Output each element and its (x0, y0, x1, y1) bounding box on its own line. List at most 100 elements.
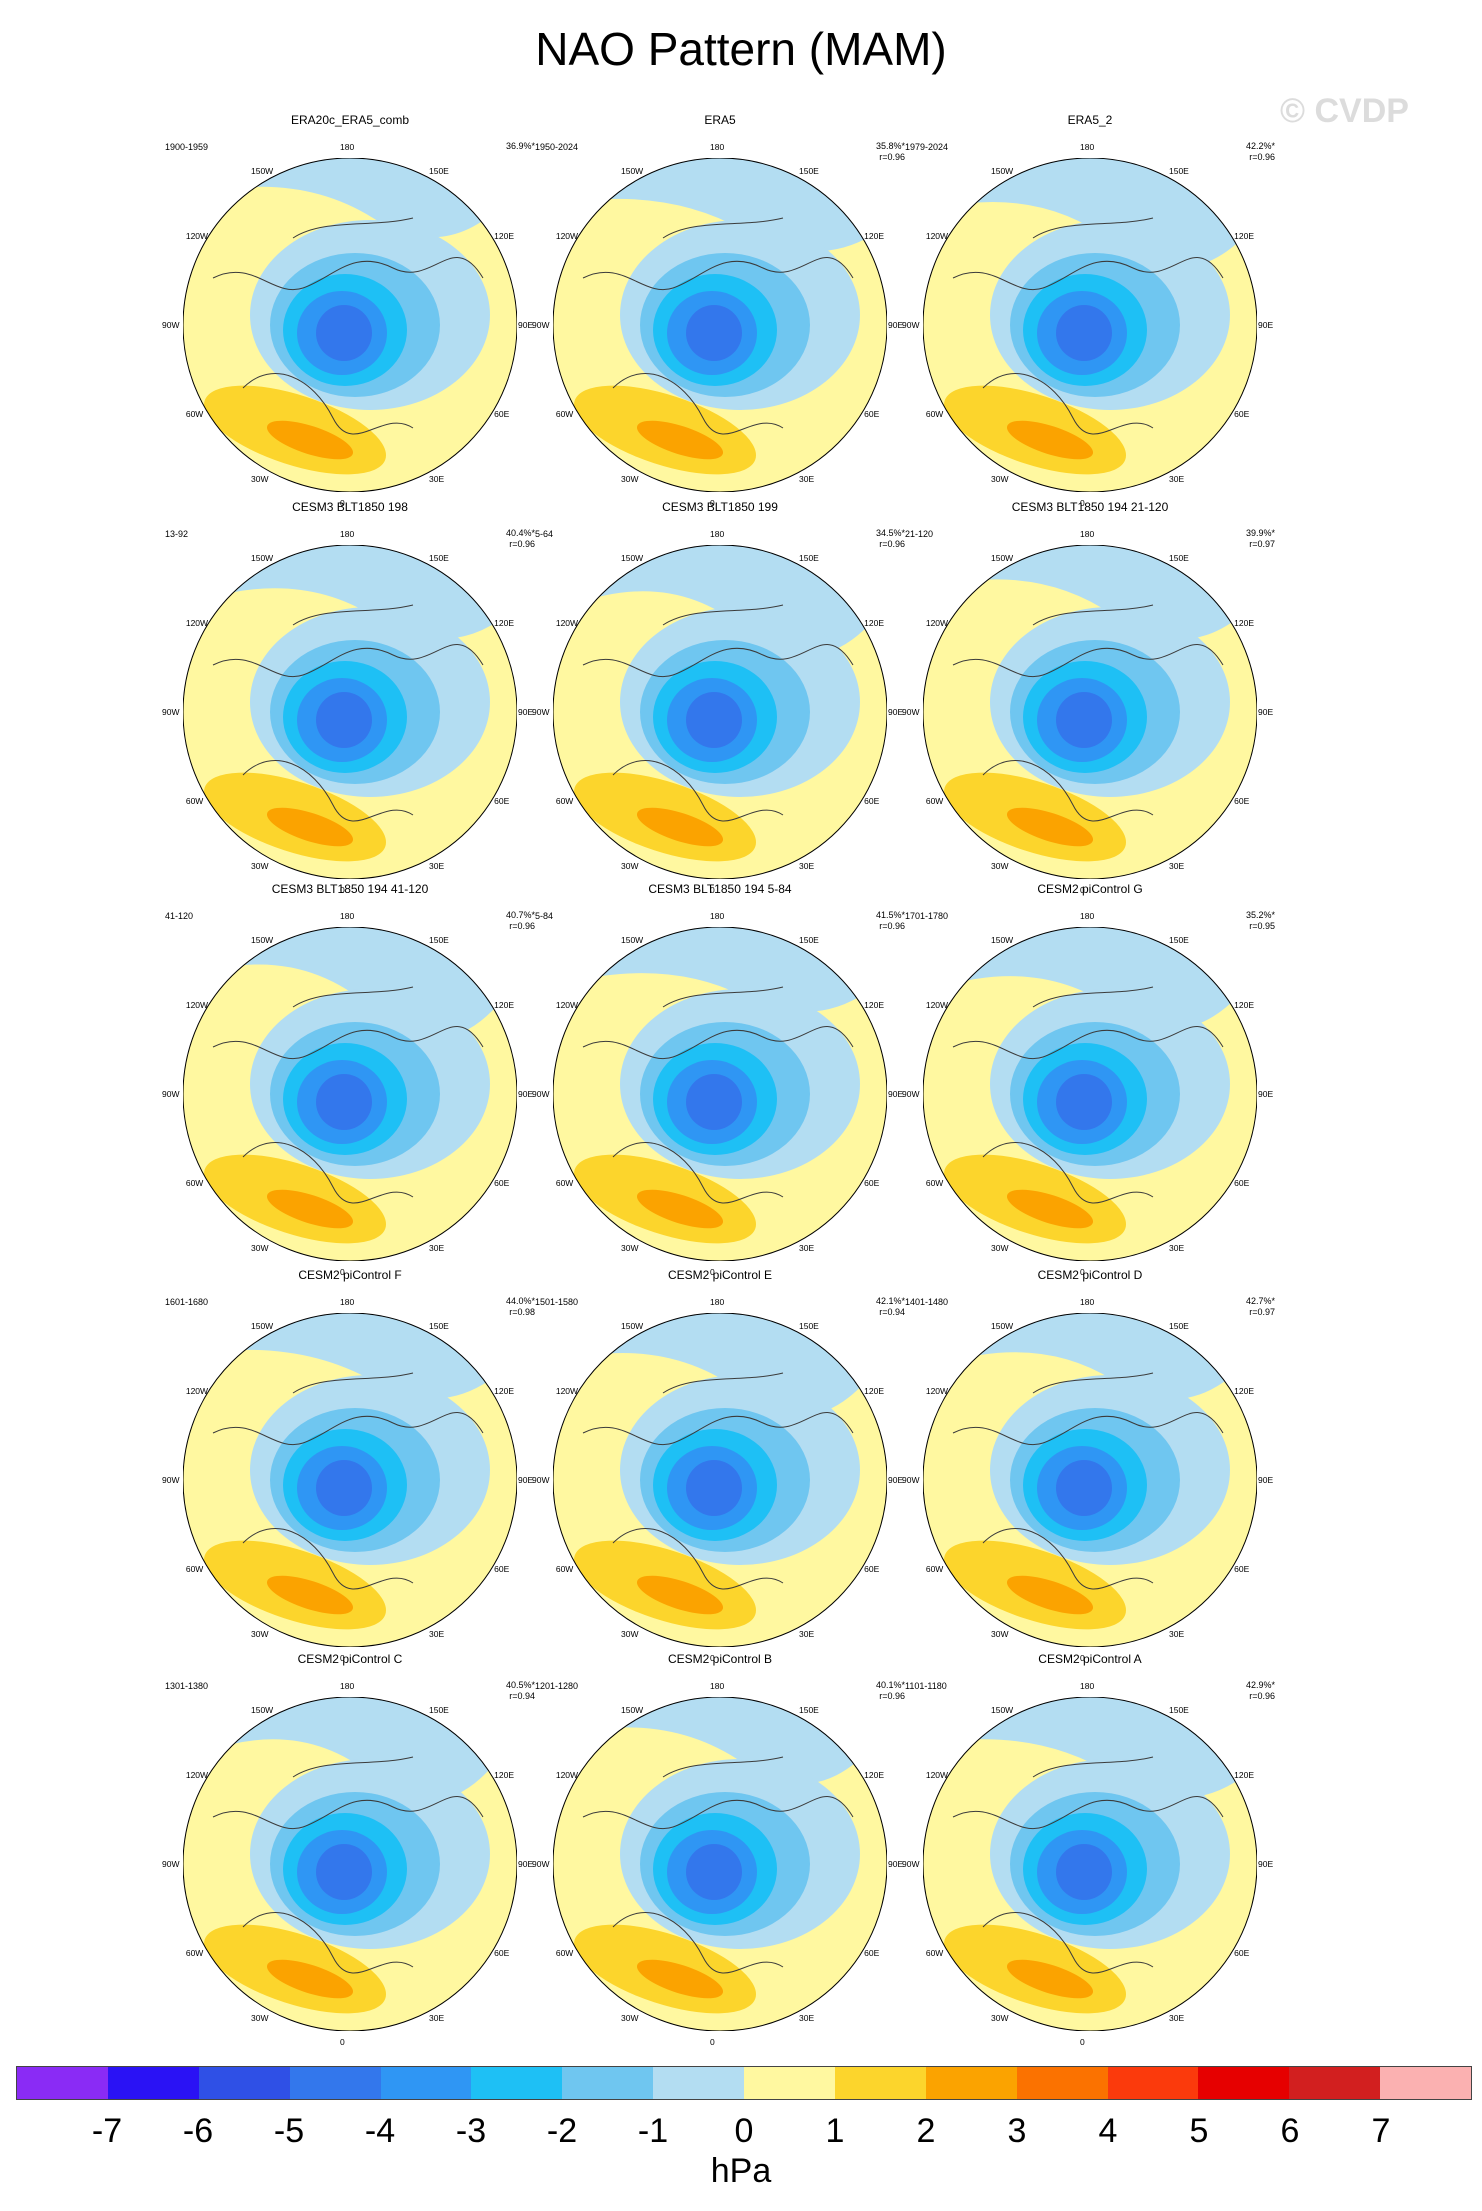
polar-map (923, 545, 1257, 879)
longitude-label: 150E (799, 934, 819, 945)
longitude-label: 60E (1234, 1948, 1250, 1958)
longitude-label: 90E (518, 1859, 534, 1869)
colorbar (16, 2066, 1472, 2100)
longitude-label: 30E (429, 1629, 445, 1640)
panel-variance-pct: 34.5%* (875, 528, 905, 538)
longitude-label: 150E (429, 934, 449, 945)
colorbar-swatch (471, 2067, 563, 2099)
subtropical-high-core (1006, 420, 1094, 460)
longitude-label: 90W (162, 1859, 180, 1869)
longitude-label: 60E (864, 1564, 880, 1574)
panel-correlation: r=0.96 (1249, 152, 1275, 162)
longitude-label: 30E (1169, 1629, 1185, 1640)
polar-low-contour (1056, 1460, 1112, 1516)
colorbar-swatch (1198, 2067, 1290, 2099)
longitude-label: 150E (429, 1320, 449, 1331)
longitude-label: 60W (555, 796, 574, 806)
colorbar-tick-label: -2 (546, 2112, 578, 2150)
panel-years: 41-120 (165, 911, 194, 921)
longitude-label: 150W (251, 552, 274, 563)
colorbar-swatch (1289, 2067, 1381, 2099)
weak-negative-region (923, 545, 1257, 640)
longitude-label: 30E (429, 1243, 445, 1254)
longitude-label: 90E (888, 320, 904, 330)
panel-variance-pct: 39.9%* (1245, 528, 1275, 538)
polar-map (183, 1313, 517, 1647)
longitude-label: 180 (710, 1297, 725, 1307)
coastline (952, 604, 1224, 822)
coastline (952, 1372, 1224, 1590)
longitude-label: 30W (621, 1629, 639, 1640)
longitude-label: 60E (494, 409, 510, 419)
panel-variance-pct: 40.5%* (505, 1680, 535, 1690)
polar-low-contour (1056, 305, 1112, 361)
longitude-label: 0 (710, 498, 715, 508)
panel-title: ERA20c_ERA5_comb (290, 113, 410, 127)
longitude-label: 150E (799, 1704, 819, 1715)
longitude-label: 30E (799, 2013, 815, 2024)
weak-negative-region (923, 1697, 1257, 1798)
panel-variance-pct: 44.0%* (505, 1296, 535, 1306)
longitude-label: 180 (340, 529, 355, 539)
colorbar-tick-label: -7 (91, 2112, 123, 2150)
longitude-label: 120E (494, 1770, 514, 1780)
map-panel: ERA5 1950-2024 35.8%* r=0.96 180 150E 120E 90E 6… (532, 113, 905, 508)
colorbar-swatch (562, 2067, 654, 2099)
panel-title: CESM3 BLT1850 198 (292, 500, 408, 514)
longitude-label: 150W (991, 552, 1014, 563)
panel-title: CESM2 piControl D (1037, 1268, 1143, 1282)
longitude-label: 120W (555, 1770, 579, 1780)
longitude-label: 180 (1080, 911, 1095, 921)
longitude-label: 150E (1169, 934, 1189, 945)
panel-variance-pct: 42.9%* (1245, 1680, 1275, 1690)
longitude-label: 0 (340, 498, 345, 508)
panel-years: 5-84 (535, 911, 554, 921)
colorbar-tick-label: 5 (1189, 2112, 1209, 2150)
polar-map (183, 545, 517, 879)
longitude-label: 30W (991, 1629, 1009, 1640)
subtropical-high-core (636, 1575, 724, 1615)
longitude-label: 120W (925, 1386, 949, 1396)
colorbar-swatch (380, 2067, 472, 2099)
longitude-label: 150W (621, 934, 644, 945)
longitude-label: 30W (991, 861, 1009, 872)
longitude-label: 60W (185, 1564, 204, 1574)
polar-low-contour (1056, 692, 1112, 748)
panel-title: CESM2 piControl A (1038, 1652, 1142, 1666)
longitude-label: 90W (532, 320, 550, 330)
longitude-label: 0 (1080, 1267, 1085, 1277)
polar-low-contour (316, 1460, 372, 1516)
coastline (582, 604, 854, 822)
coastline (952, 1756, 1224, 1974)
polar-map (923, 1313, 1257, 1647)
panel-title: CESM2 piControl B (667, 1652, 773, 1666)
longitude-label: 90E (1258, 1089, 1274, 1099)
longitude-label: 120E (1234, 1770, 1254, 1780)
colorbar-tick-label: 4 (1098, 2112, 1118, 2150)
longitude-label: 120W (185, 618, 209, 628)
longitude-label: 90E (518, 320, 534, 330)
longitude-label: 150W (621, 552, 644, 563)
panel-years: 1301-1380 (165, 1681, 209, 1691)
longitude-label: 120W (925, 618, 949, 628)
longitude-label: 60W (185, 1178, 204, 1188)
longitude-label: 150E (1169, 165, 1189, 176)
longitude-label: 30W (991, 474, 1009, 485)
longitude-label: 60E (1234, 1564, 1250, 1574)
subtropical-high-core (266, 420, 354, 460)
longitude-label: 30E (429, 861, 445, 872)
longitude-label: 120E (1234, 1386, 1254, 1396)
longitude-label: 150E (429, 1704, 449, 1715)
longitude-label: 150W (251, 1704, 274, 1715)
map-panel: CESM2 piControl E 1501-1580 42.1%* r=0.94 18… (532, 1268, 905, 1663)
map-panel: CESM3 BLT1850 198 13-92 40.4%* r=0.96 180 150… (162, 500, 535, 895)
longitude-label: 60E (494, 1948, 510, 1958)
longitude-label: 30W (251, 2013, 269, 2024)
longitude-label: 60E (1234, 796, 1250, 806)
longitude-label: 30E (1169, 2013, 1185, 2024)
subtropical-high-core (266, 1575, 354, 1615)
longitude-label: 90E (888, 1089, 904, 1099)
polar-low-contour (686, 305, 742, 361)
map-panel: ERA20c_ERA5_comb 1900-1959 36.9%* 180 150E 12… (162, 113, 535, 508)
panel-title: CESM3 BLT1850 194 21-120 (1011, 500, 1169, 514)
